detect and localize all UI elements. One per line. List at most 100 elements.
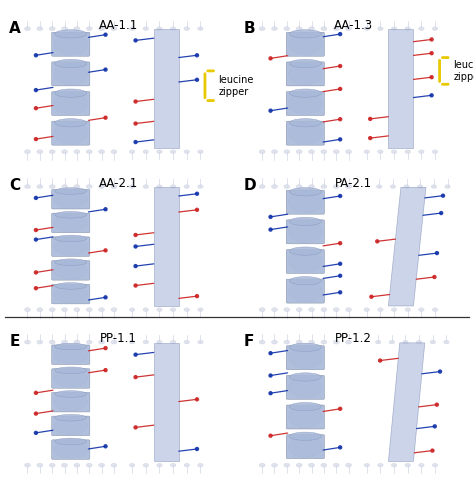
Circle shape [99,185,105,189]
Point [193,190,201,198]
Circle shape [296,463,302,467]
Polygon shape [154,343,179,462]
Ellipse shape [289,280,322,302]
Circle shape [74,340,80,344]
FancyBboxPatch shape [286,62,325,86]
Ellipse shape [55,211,87,218]
Point [428,447,436,454]
FancyBboxPatch shape [286,220,325,244]
Point [337,62,344,70]
Point [193,76,201,84]
Point [102,31,109,38]
Ellipse shape [55,391,87,398]
Point [132,262,139,270]
Point [267,349,274,357]
Circle shape [86,185,92,189]
Text: PA-2.1: PA-2.1 [335,177,372,190]
Point [102,114,109,122]
Point [102,294,109,301]
Point [32,284,40,292]
Ellipse shape [54,191,88,208]
Ellipse shape [290,188,321,196]
Circle shape [376,185,382,189]
Circle shape [129,340,135,344]
Circle shape [272,185,277,189]
FancyBboxPatch shape [286,405,325,429]
Point [132,231,139,239]
Circle shape [321,27,327,31]
Circle shape [321,185,327,189]
Ellipse shape [290,217,321,226]
Circle shape [74,150,80,154]
Ellipse shape [55,235,87,242]
Point [193,396,201,403]
Circle shape [309,340,314,344]
Circle shape [321,308,327,312]
Circle shape [432,308,438,312]
Point [132,120,139,127]
Point [337,405,344,413]
Circle shape [272,27,277,31]
Point [267,107,274,115]
Circle shape [284,185,290,189]
Circle shape [198,150,203,154]
Point [366,115,374,123]
Point [366,134,374,142]
Ellipse shape [54,262,88,279]
Circle shape [74,27,80,31]
Ellipse shape [290,343,321,351]
Ellipse shape [289,377,322,398]
Circle shape [364,27,370,31]
Point [368,293,375,301]
Circle shape [405,27,410,31]
Ellipse shape [54,370,88,387]
Circle shape [170,27,176,31]
Ellipse shape [54,346,88,363]
Circle shape [405,150,410,154]
Ellipse shape [54,122,88,144]
FancyBboxPatch shape [52,345,90,364]
Circle shape [99,150,105,154]
Circle shape [170,308,176,312]
Ellipse shape [55,282,87,289]
Ellipse shape [289,93,322,114]
FancyBboxPatch shape [52,190,90,209]
Circle shape [392,150,397,154]
Circle shape [129,463,135,467]
Circle shape [333,340,339,344]
Point [376,357,384,364]
Circle shape [333,185,339,189]
Text: AA-1.3: AA-1.3 [334,19,373,32]
Circle shape [37,185,43,189]
Circle shape [157,27,162,31]
FancyBboxPatch shape [52,392,90,412]
Circle shape [37,308,43,312]
Circle shape [284,27,290,31]
Circle shape [99,463,105,467]
Ellipse shape [55,59,87,68]
Point [267,372,274,380]
Point [267,226,274,233]
Text: C: C [9,178,20,193]
Circle shape [198,27,203,31]
Circle shape [111,27,117,31]
Ellipse shape [290,119,321,127]
Circle shape [392,27,397,31]
Point [193,292,201,300]
Point [337,272,344,279]
Circle shape [170,150,176,154]
Point [102,246,109,254]
FancyBboxPatch shape [52,260,90,280]
Circle shape [25,185,30,189]
Point [132,36,139,44]
Polygon shape [388,187,426,306]
Circle shape [37,150,43,154]
Point [439,192,447,200]
Circle shape [321,463,327,467]
Circle shape [378,150,383,154]
Circle shape [170,463,176,467]
Circle shape [99,27,105,31]
Point [193,52,201,59]
Circle shape [198,463,203,467]
Circle shape [272,308,277,312]
